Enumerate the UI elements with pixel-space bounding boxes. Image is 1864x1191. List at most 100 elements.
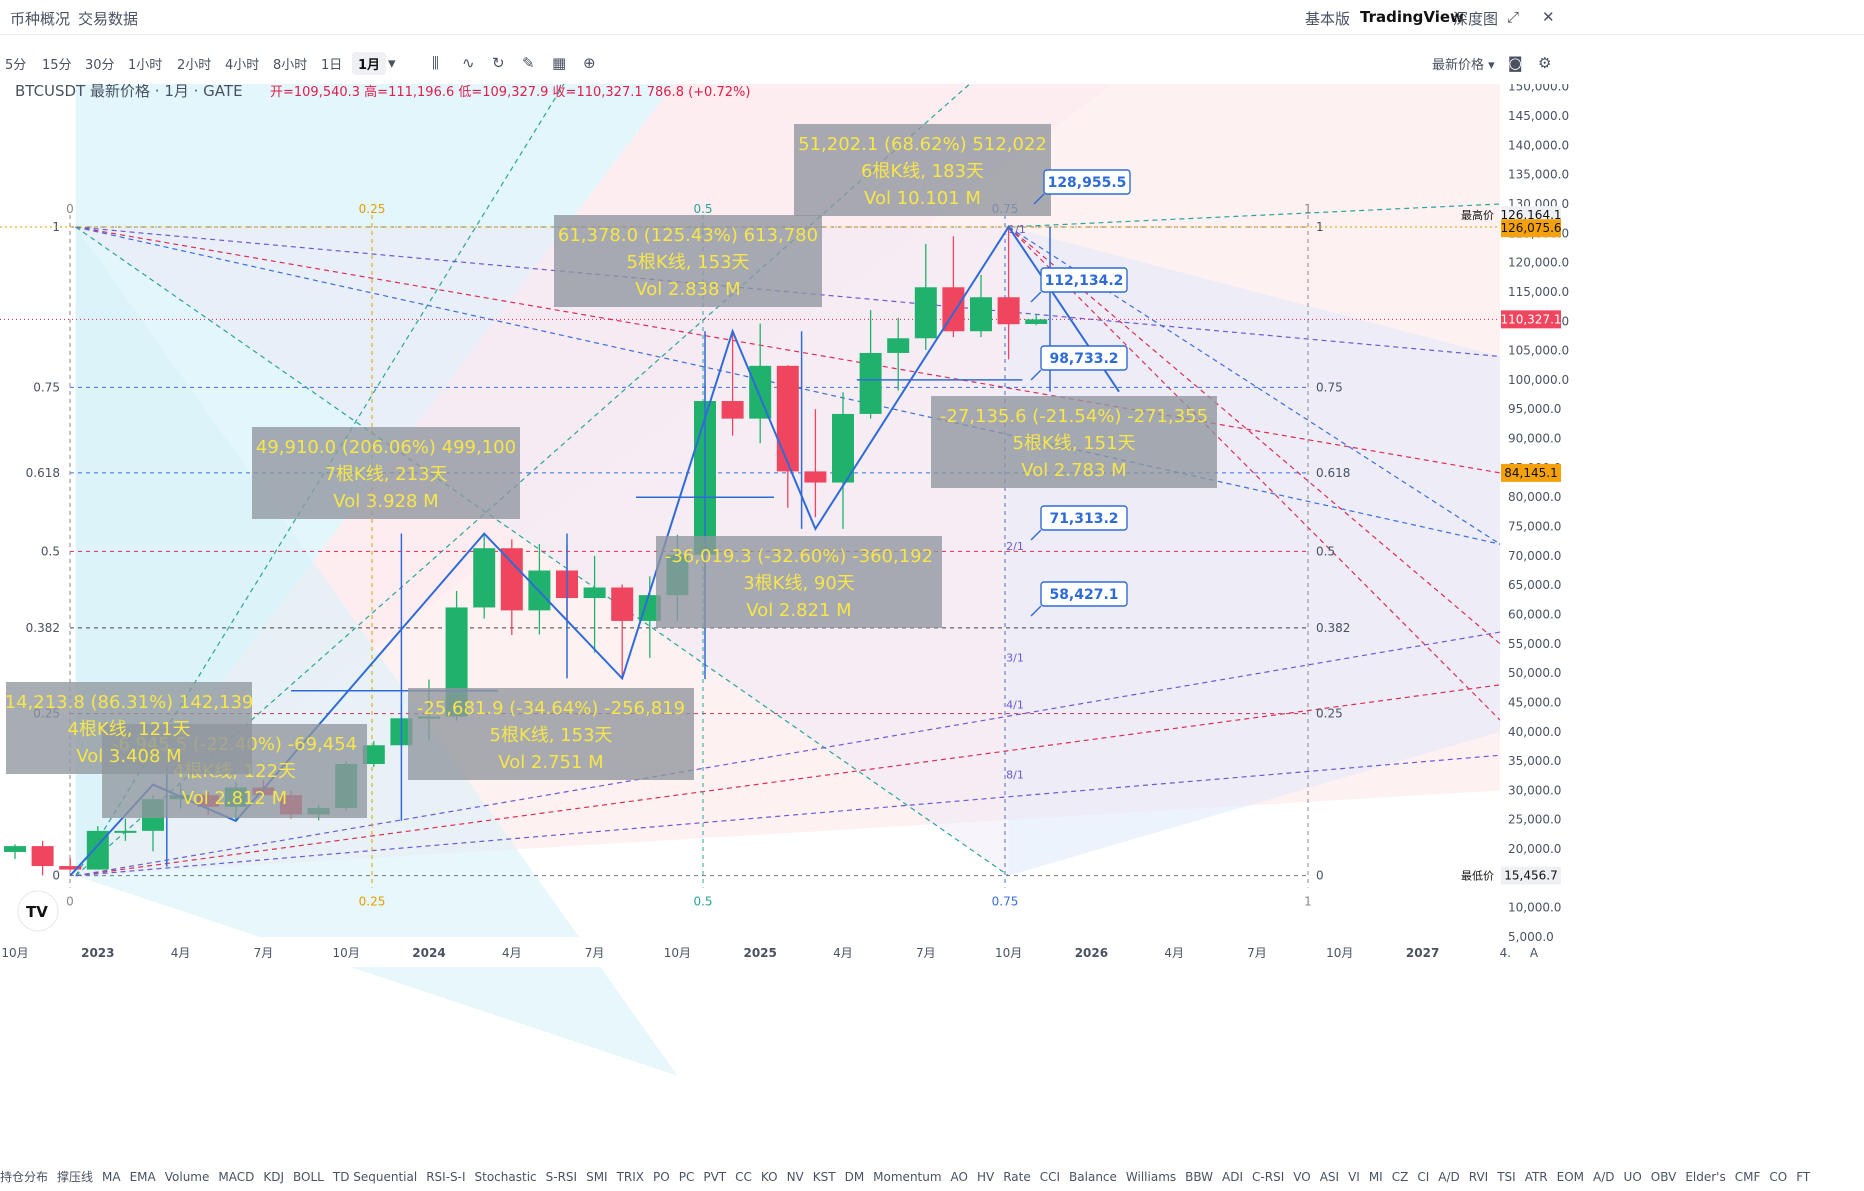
chart-area[interactable]: 1 1 0.75 0.75 0.618 0.618 0.5 0.5 0.382 0.382 0.25… <box>0 73 1864 1164</box>
tab-trade-data[interactable]: 交易数据 <box>78 10 139 28</box>
indicator-item[interactable]: RVI <box>1468 1170 1489 1184</box>
indicator-item[interactable]: A/D <box>1438 1170 1460 1184</box>
indicator-item[interactable]: MI <box>1368 1170 1383 1184</box>
tf-8h[interactable]: 8小时 <box>273 58 308 73</box>
candle-body[interactable] <box>970 297 992 332</box>
indicator-item[interactable]: A/D <box>1593 1170 1615 1184</box>
indicator-item[interactable]: EMA <box>129 1170 156 1184</box>
indicator-item[interactable]: S-RSI <box>545 1170 578 1184</box>
candle-body[interactable] <box>887 338 910 353</box>
camera-icon[interactable]: ◙ <box>1508 54 1523 72</box>
indicator-item[interactable]: Stochastic <box>474 1170 537 1184</box>
chevron-down-icon[interactable]: ▾ <box>388 54 396 72</box>
candle-body[interactable] <box>362 745 385 765</box>
drawing-icon[interactable]: ✎ <box>522 54 535 72</box>
indicator-item[interactable]: ATR <box>1524 1170 1548 1184</box>
indicator-item[interactable]: NV <box>786 1170 804 1184</box>
indicator-item[interactable]: OBV <box>1650 1170 1677 1184</box>
tf-2h[interactable]: 2小时 <box>177 58 212 73</box>
candle-body[interactable] <box>638 595 661 621</box>
indicator-item[interactable]: MACD <box>218 1170 255 1184</box>
indicator-item[interactable]: ASI <box>1319 1170 1340 1184</box>
candle-body[interactable] <box>804 471 827 483</box>
price-callout[interactable] <box>1040 505 1128 531</box>
indicator-item[interactable]: UO <box>1623 1170 1642 1184</box>
indicator-item[interactable]: PC <box>678 1170 695 1184</box>
price-callout[interactable] <box>1043 169 1131 195</box>
add-icon[interactable]: ⊕ <box>583 54 596 72</box>
candle-body[interactable] <box>4 846 26 852</box>
indicator-item[interactable]: SMI <box>586 1170 608 1184</box>
candle-body[interactable] <box>473 548 496 608</box>
indicator-item[interactable]: CC <box>735 1170 752 1184</box>
refresh-icon[interactable]: ↻ <box>492 54 505 72</box>
tf-30m[interactable]: 30分 <box>85 58 115 73</box>
indicator-item[interactable]: 持仓分布 <box>0 1170 49 1184</box>
tf-1d[interactable]: 1日 <box>321 58 343 73</box>
candle-body[interactable] <box>59 866 82 870</box>
tab-coin-overview[interactable]: 币种概况 <box>10 10 71 28</box>
indicator-item[interactable]: RSI-S-I <box>426 1170 466 1184</box>
indicator-item[interactable]: ADI <box>1222 1170 1244 1184</box>
indicator-item[interactable]: TSI <box>1497 1170 1516 1184</box>
layout-icon[interactable]: ▦ <box>552 54 567 72</box>
tf-1M[interactable]: 1月 <box>352 52 387 75</box>
price-callout[interactable] <box>1040 581 1128 607</box>
indicator-item[interactable]: Momentum <box>873 1170 942 1184</box>
candle-body[interactable] <box>1025 319 1048 324</box>
indicator-item[interactable]: AO <box>950 1170 968 1184</box>
indicator-item[interactable]: TRIX <box>616 1170 645 1184</box>
indicator-item[interactable]: BOLL <box>293 1170 324 1184</box>
price-type-select[interactable]: 最新价格 ▾ <box>1432 58 1495 73</box>
indicator-item[interactable]: BBW <box>1185 1170 1214 1184</box>
tf-15m[interactable]: 15分 <box>42 58 72 73</box>
indicator-item[interactable]: FT <box>1796 1170 1811 1184</box>
candle-body[interactable] <box>776 365 799 472</box>
candle-body[interactable] <box>721 401 744 419</box>
expand-icon[interactable]: ⤢ <box>1507 8 1520 26</box>
indicator-item[interactable]: CO <box>1769 1170 1788 1184</box>
price-callout[interactable] <box>1040 267 1128 293</box>
view-depth[interactable]: 深度图 <box>1453 10 1499 28</box>
indicator-item[interactable]: TD Sequential <box>332 1170 418 1184</box>
auto-scale-button[interactable]: A <box>1530 946 1539 960</box>
indicator-item[interactable]: 撑压线 <box>57 1170 94 1184</box>
close-icon[interactable]: ✕ <box>1542 8 1555 26</box>
indicator-item[interactable]: Balance <box>1069 1170 1117 1184</box>
indicator-item[interactable]: DM <box>844 1170 865 1184</box>
indicator-item[interactable]: PVT <box>703 1170 727 1184</box>
price-callout[interactable] <box>1040 345 1128 371</box>
indicator-item[interactable]: KST <box>812 1170 836 1184</box>
candle-body[interactable] <box>500 548 523 611</box>
indicator-item[interactable]: HV <box>977 1170 995 1184</box>
gear-icon[interactable]: ⚙ <box>1538 54 1552 72</box>
candle-body[interactable] <box>859 352 882 414</box>
indicator-item[interactable]: Rate <box>1003 1170 1031 1184</box>
candle-body[interactable] <box>31 846 54 867</box>
indicator-item[interactable]: VO <box>1293 1170 1311 1184</box>
indicator-item[interactable]: CMF <box>1734 1170 1761 1184</box>
view-basic[interactable]: 基本版 <box>1305 10 1351 28</box>
indicator-item[interactable]: Volume <box>164 1170 210 1184</box>
tf-1h[interactable]: 1小时 <box>128 58 163 73</box>
tf-5m[interactable]: 5分 <box>5 58 27 73</box>
indicator-item[interactable]: C-RSI <box>1252 1170 1285 1184</box>
candle-body[interactable] <box>914 287 937 339</box>
indicator-icon[interactable]: ∿ <box>462 54 475 72</box>
candle-body[interactable] <box>114 830 137 833</box>
candle-type-icon[interactable]: ⫼ <box>432 54 439 72</box>
view-tradingview[interactable]: TradingView <box>1360 8 1464 26</box>
indicator-item[interactable]: EOM <box>1556 1170 1585 1184</box>
indicator-item[interactable]: Williams <box>1125 1170 1177 1184</box>
candle-body[interactable] <box>611 587 634 621</box>
candle-body[interactable] <box>997 297 1020 325</box>
indicator-item[interactable]: KO <box>760 1170 778 1184</box>
candle-body[interactable] <box>832 413 854 483</box>
candle-body[interactable] <box>749 365 772 419</box>
tf-4h[interactable]: 4小时 <box>225 58 260 73</box>
indicator-item[interactable]: KDJ <box>263 1170 285 1184</box>
indicator-item[interactable]: CCI <box>1039 1170 1061 1184</box>
indicator-item[interactable]: CI <box>1417 1170 1430 1184</box>
indicator-item[interactable]: Elder's <box>1685 1170 1726 1184</box>
